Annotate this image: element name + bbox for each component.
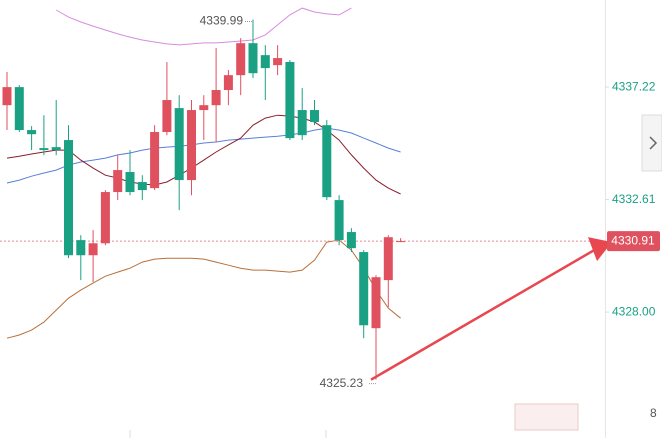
candle-body — [322, 125, 332, 198]
candle-body — [248, 43, 258, 74]
arrow — [370, 248, 597, 381]
high-label: 4339.99 — [200, 14, 244, 28]
thumbnail[interactable] — [514, 403, 579, 431]
candle-body — [383, 237, 393, 281]
candle-body — [211, 90, 221, 106]
side-toggle[interactable] — [641, 114, 662, 172]
candle-body — [14, 87, 24, 131]
candle-body — [359, 252, 369, 326]
candle-body — [297, 110, 307, 136]
candle-body — [137, 182, 147, 191]
candle-body — [100, 192, 110, 244]
candle-body — [174, 108, 184, 181]
candle-body — [223, 75, 233, 91]
last-price-label: 4330.91 — [611, 233, 655, 247]
arrow-head — [588, 237, 612, 262]
candle-body — [2, 87, 12, 106]
candle-body — [371, 277, 381, 329]
candle-body — [76, 240, 86, 256]
indicator-line — [55, 7, 352, 46]
candle-body — [150, 132, 160, 189]
candle-body — [199, 105, 209, 111]
candle-body — [346, 232, 356, 249]
candle-body — [236, 43, 246, 76]
candle-body — [260, 55, 270, 69]
candle-body — [285, 61, 295, 139]
candle-body — [162, 100, 172, 133]
y-tick-label: 4332.61 — [612, 192, 656, 206]
indicator-line — [6, 239, 401, 339]
candle-body — [64, 140, 73, 256]
candle-body — [27, 130, 37, 135]
candle-body — [51, 147, 61, 151]
y-tick-label: 4328.00 — [612, 304, 656, 318]
candle-body — [113, 170, 123, 193]
corner-label: 8 — [650, 406, 657, 420]
candle-body — [273, 58, 283, 66]
candle-body — [396, 241, 406, 243]
y-tick-label: 4337.22 — [612, 79, 656, 93]
candle-body — [334, 200, 344, 241]
candle-body — [125, 172, 135, 193]
low-label: 4325.23 — [320, 376, 364, 390]
last-price-box — [607, 231, 660, 252]
candle-body — [310, 110, 319, 123]
candle-body — [39, 148, 49, 151]
candle-body — [88, 243, 98, 256]
candle-body — [187, 110, 196, 181]
side-toggle-icon — [649, 136, 658, 150]
